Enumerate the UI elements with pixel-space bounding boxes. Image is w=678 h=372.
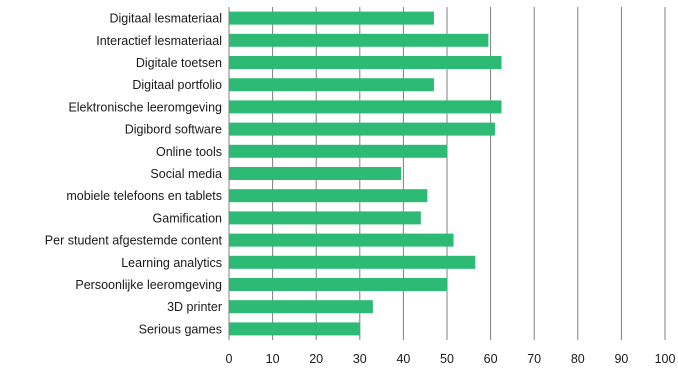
bar bbox=[229, 56, 502, 69]
x-tick-label: 50 bbox=[440, 352, 454, 366]
x-tick-label: 0 bbox=[226, 352, 233, 366]
category-label: Per student afgestemde content bbox=[45, 234, 223, 248]
category-label: mobiele telefoons en tablets bbox=[66, 189, 222, 203]
category-label: Elektronische leeromgeving bbox=[68, 100, 222, 114]
bar bbox=[229, 322, 360, 336]
x-tick-labels: 0 10 20 30 40 50 60 70 80 90 100 bbox=[226, 352, 676, 366]
category-label: Digitale toetsen bbox=[136, 56, 222, 70]
category-label: Digibord software bbox=[125, 123, 222, 137]
bar bbox=[229, 300, 373, 314]
x-tick-label: 20 bbox=[309, 352, 323, 366]
bar bbox=[229, 144, 447, 158]
category-label: Serious games bbox=[139, 322, 222, 336]
bar bbox=[229, 255, 476, 269]
bar bbox=[229, 189, 428, 203]
x-tick-label: 10 bbox=[266, 352, 280, 366]
x-tick-label: 90 bbox=[614, 352, 628, 366]
category-label: Gamification bbox=[153, 211, 223, 225]
bar bbox=[229, 33, 489, 47]
bar bbox=[229, 11, 434, 25]
x-tick-label: 70 bbox=[527, 352, 541, 366]
bar bbox=[229, 167, 402, 180]
x-tick-label: 80 bbox=[571, 352, 585, 366]
category-label: Learning analytics bbox=[121, 256, 222, 270]
bar bbox=[229, 233, 454, 247]
bars bbox=[229, 11, 502, 336]
x-tick-label: 100 bbox=[655, 352, 676, 366]
bar bbox=[229, 100, 502, 114]
category-labels: Digitaal lesmateriaal Interactief lesmate… bbox=[45, 12, 223, 337]
bar bbox=[229, 278, 447, 291]
category-label: Interactief lesmateriaal bbox=[96, 34, 222, 48]
bar bbox=[229, 211, 421, 225]
x-tick-label: 60 bbox=[484, 352, 498, 366]
category-label: 3D printer bbox=[167, 300, 222, 314]
x-tick-label: 30 bbox=[353, 352, 367, 366]
category-label: Digitaal portfolio bbox=[132, 78, 222, 92]
category-label: Social media bbox=[150, 167, 222, 181]
category-label: Persoonlijke leeromgeving bbox=[75, 278, 222, 292]
bar bbox=[229, 122, 495, 136]
x-tick-label: 40 bbox=[396, 352, 410, 366]
category-label: Online tools bbox=[156, 145, 222, 159]
category-label: Digitaal lesmateriaal bbox=[109, 12, 222, 26]
bar bbox=[229, 78, 434, 92]
